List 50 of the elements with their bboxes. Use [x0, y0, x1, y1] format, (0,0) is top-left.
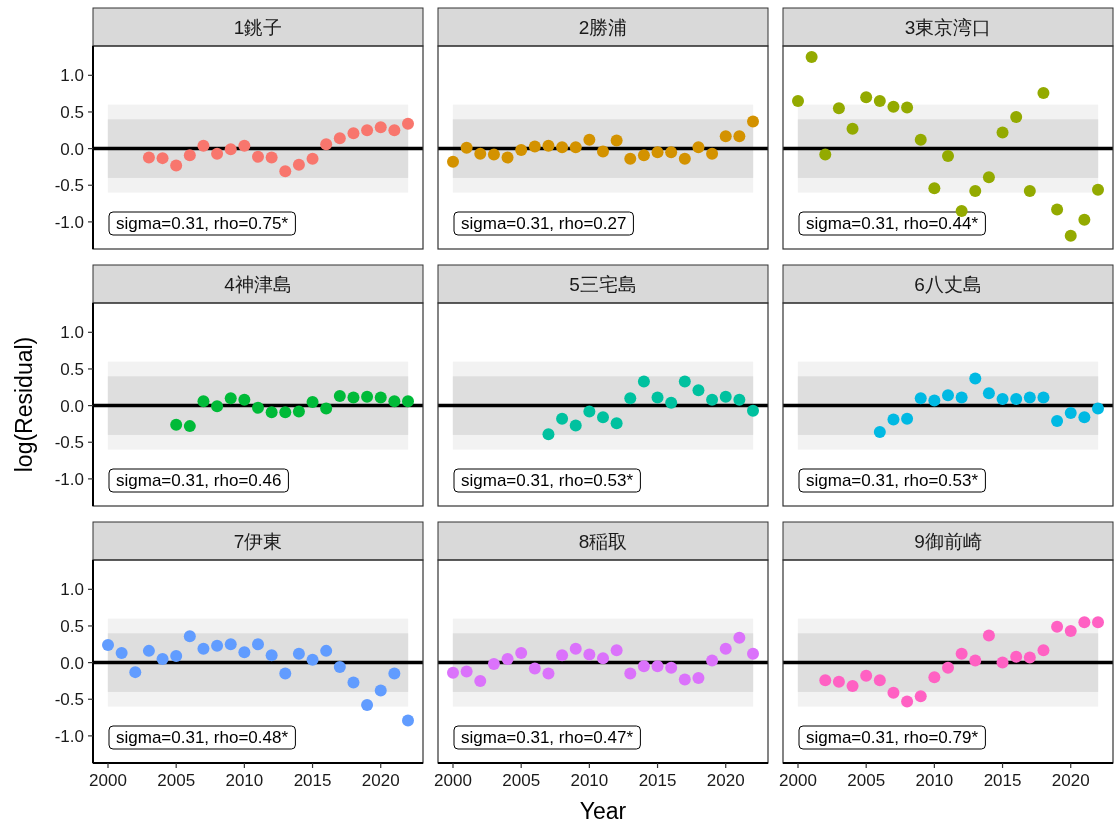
x-tick-label: 2020 — [1051, 771, 1090, 790]
y-tick-label: 1.0 — [60, 323, 84, 343]
y-tick-label: 1.0 — [60, 66, 84, 86]
x-tick-label: 2000 — [89, 771, 127, 790]
y-tick-label: -0.5 — [54, 176, 84, 196]
y-tick-label: -0.5 — [54, 433, 84, 453]
x-tick-label: 2010 — [570, 771, 609, 790]
annotation: sigma=0.31, rho=0.53* — [806, 471, 979, 490]
y-axis-title: log(Residual) — [11, 336, 37, 473]
annotation: sigma=0.31, rho=0.48* — [116, 728, 289, 747]
x-tick-label: 2005 — [502, 771, 541, 790]
annotation: sigma=0.31, rho=0.79* — [806, 728, 979, 747]
x-tick-label: 2015 — [983, 771, 1022, 790]
chart-title: 4神津島 — [224, 274, 292, 295]
y-tick-label: -1.0 — [54, 212, 84, 232]
y-tick-label: -0.5 — [54, 690, 84, 710]
x-tick-label: 2010 — [915, 771, 954, 790]
chart-title: 2勝浦 — [578, 17, 628, 38]
y-tick-label: 1.0 — [60, 580, 84, 600]
x-tick-label: 2020 — [706, 771, 745, 790]
annotation: sigma=0.31, rho=0.46 — [116, 471, 282, 490]
y-tick-label: 0.5 — [60, 616, 84, 636]
chart-title: 1銚子 — [233, 17, 283, 38]
x-tick-label: 2005 — [157, 771, 196, 790]
chart-title: 5三宅島 — [569, 274, 637, 295]
y-tick-label: 0.0 — [60, 139, 84, 159]
y-tick-label: 0.5 — [60, 102, 84, 122]
annotation: sigma=0.31, rho=0.53* — [461, 471, 634, 490]
chart-title: 6八丈島 — [914, 274, 982, 295]
annotation: sigma=0.31, rho=0.27 — [461, 214, 627, 233]
y-tick-label: 0.0 — [60, 653, 84, 673]
x-tick-label: 2005 — [847, 771, 886, 790]
annotation: sigma=0.31, rho=0.44* — [806, 214, 979, 233]
x-tick-label: 2000 — [434, 771, 472, 790]
annotation: sigma=0.31, rho=0.47* — [461, 728, 634, 747]
chart-title: 8稲取 — [578, 531, 628, 552]
chart-title: 7伊東 — [233, 531, 283, 552]
x-tick-label: 2000 — [779, 771, 817, 790]
x-axis-title: Year — [579, 798, 627, 824]
annotation: sigma=0.31, rho=0.75* — [116, 214, 289, 233]
y-tick-label: 0.5 — [60, 359, 84, 379]
x-tick-label: 2010 — [225, 771, 264, 790]
chart-title: 3東京湾口 — [904, 17, 992, 38]
x-tick-label: 2015 — [638, 771, 677, 790]
chart-title: 9御前崎 — [914, 531, 982, 552]
y-tick-label: -1.0 — [54, 469, 84, 489]
x-tick-label: 2020 — [361, 771, 400, 790]
y-tick-label: -1.0 — [54, 726, 84, 746]
y-tick-label: 0.0 — [60, 396, 84, 416]
x-tick-label: 2015 — [293, 771, 332, 790]
